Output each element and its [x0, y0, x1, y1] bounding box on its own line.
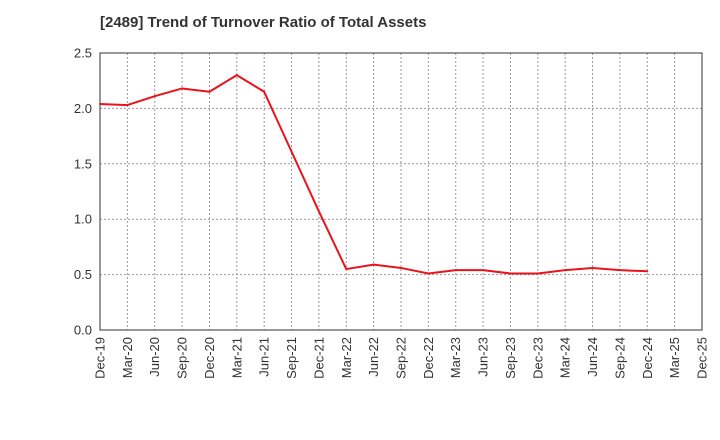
- plot-frame: [99, 52, 703, 331]
- x-tick-label: Dec-20: [202, 337, 217, 379]
- data-point: [454, 269, 457, 272]
- x-tick-label: Dec-21: [311, 337, 326, 379]
- data-point: [372, 263, 375, 266]
- data-point: [427, 272, 430, 275]
- x-tick-label: Jun-20: [147, 337, 162, 377]
- y-tick-label: 2.0: [74, 101, 92, 116]
- x-tick-label: Dec-24: [640, 337, 655, 379]
- x-tick-label: Mar-21: [229, 337, 244, 378]
- x-tick-label: Jun-22: [366, 337, 381, 377]
- data-point: [646, 270, 649, 273]
- x-tick-label: Mar-25: [667, 337, 682, 378]
- grid-layer: [99, 52, 703, 331]
- data-point: [126, 104, 129, 107]
- x-tick-label: Jun-21: [257, 337, 272, 377]
- x-tick-label: Mar-24: [558, 337, 573, 378]
- y-tick-label: 0.5: [74, 267, 92, 282]
- axis-layer: 0.0 0.5 1.0 1.5 2.0 2.5 Dec-19 Mar-20 Jun-20 Sep-…: [74, 46, 710, 379]
- x-tick-label: Dec-25: [695, 337, 710, 379]
- x-tick-label: Mar-22: [339, 337, 354, 378]
- y-tick-label: 1.0: [74, 212, 92, 227]
- series-layer: [99, 74, 649, 275]
- x-tick-label: Sep-22: [394, 337, 409, 379]
- chart-title: [2489] Trend of Turnover Ratio of Total …: [100, 14, 427, 31]
- x-tick-label: Sep-21: [284, 337, 299, 379]
- data-point: [536, 272, 539, 275]
- x-tick-label: Dec-19: [93, 337, 108, 379]
- x-tick-label: Sep-20: [175, 337, 190, 379]
- data-point: [591, 266, 594, 269]
- data-point: [235, 74, 238, 77]
- x-tick-label: Mar-20: [120, 337, 135, 378]
- x-tick-label: Dec-22: [421, 337, 436, 379]
- data-point: [99, 102, 101, 105]
- x-tick-label: Mar-23: [448, 337, 463, 378]
- data-point: [153, 95, 156, 98]
- x-tick-label: Jun-23: [476, 337, 491, 377]
- data-point: [400, 266, 402, 269]
- data-point: [482, 269, 485, 272]
- data-point: [263, 90, 266, 93]
- x-tick-label: Dec-23: [530, 337, 545, 379]
- x-tick-label: Jun-24: [585, 337, 600, 377]
- y-tick-label: 0.0: [74, 323, 92, 338]
- data-point: [618, 269, 621, 272]
- y-tick-label: 1.5: [74, 156, 92, 171]
- x-tick-label: Sep-24: [612, 337, 627, 379]
- data-point: [564, 269, 567, 272]
- x-tick-label: Sep-23: [503, 337, 518, 379]
- y-tick-label: 2.5: [74, 46, 92, 61]
- data-point: [290, 150, 293, 153]
- data-point: [345, 268, 348, 271]
- data-point: [509, 272, 512, 275]
- data-point: [208, 90, 211, 93]
- data-point: [181, 87, 184, 90]
- data-point: [317, 210, 320, 213]
